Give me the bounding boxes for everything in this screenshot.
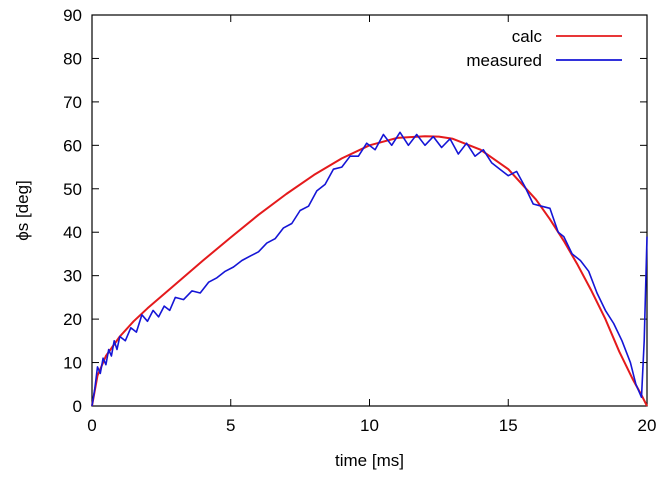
y-tick-label: 90: [63, 6, 82, 25]
series-layer: [91, 131, 648, 407]
y-tick-label: 80: [63, 49, 82, 68]
plot-area: [91, 14, 648, 407]
legend: calc measured: [466, 27, 622, 70]
y-axis: 0 10 20 30 40 50 60 70 80 90: [63, 6, 647, 416]
y-axis-label: ϕs [deg]: [13, 180, 32, 241]
x-tick-label: 5: [226, 416, 235, 435]
y-tick-label: 70: [63, 93, 82, 112]
x-axis-label: time [ms]: [335, 451, 404, 470]
x-tick-label: 15: [499, 416, 518, 435]
x-tick-label: 0: [87, 416, 96, 435]
y-tick-label: 60: [63, 136, 82, 155]
x-axis: 0 5 10 15 20: [87, 15, 656, 435]
legend-label-calc: calc: [512, 27, 543, 46]
series-line-measured: [91, 131, 648, 407]
plot-frame: [91, 14, 648, 407]
y-tick-label: 50: [63, 180, 82, 199]
legend-label-measured: measured: [466, 51, 542, 70]
y-tick-label: 0: [73, 397, 82, 416]
y-tick-label: 20: [63, 310, 82, 329]
y-tick-label: 40: [63, 223, 82, 242]
x-tick-label: 20: [638, 416, 657, 435]
y-tick-label: 10: [63, 354, 82, 373]
x-tick-label: 10: [360, 416, 379, 435]
series-line-calc: [91, 135, 648, 407]
y-tick-label: 30: [63, 267, 82, 286]
